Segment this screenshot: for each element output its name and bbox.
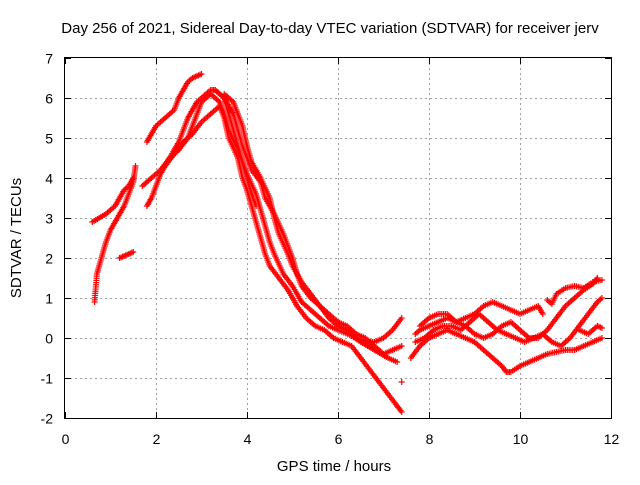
data-point xyxy=(130,175,137,181)
y-tick-label: 3 xyxy=(45,211,53,227)
y-tick-label: 1 xyxy=(45,291,53,307)
series-track-3 xyxy=(116,249,137,261)
data-points xyxy=(89,71,605,415)
data-point xyxy=(130,249,137,255)
data-point xyxy=(598,335,605,341)
y-tick-label: 2 xyxy=(45,251,53,267)
series-track-12 xyxy=(407,327,605,375)
series-track-7 xyxy=(162,103,405,415)
x-axis-label: GPS time / hours xyxy=(277,458,391,475)
x-tick-label: 0 xyxy=(62,431,70,447)
y-tick-label: 5 xyxy=(45,131,53,147)
series-track-10 xyxy=(398,379,405,385)
series-track-2 xyxy=(89,175,137,225)
series-track-14 xyxy=(416,275,601,341)
series-track-4 xyxy=(143,71,205,145)
x-tick-label: 8 xyxy=(426,431,434,447)
y-axis-label: SDTVAR / TECUs xyxy=(8,178,25,298)
chart-title: Day 256 of 2021, Sidereal Day-to-day VTE… xyxy=(61,20,599,37)
data-point xyxy=(198,71,205,77)
data-point xyxy=(398,315,405,321)
data-point xyxy=(398,379,405,385)
x-tick-label: 2 xyxy=(153,431,161,447)
axis-ticks xyxy=(65,58,612,419)
data-point xyxy=(598,295,605,301)
series-track-16 xyxy=(576,323,605,337)
data-point xyxy=(598,277,605,283)
plot-frame xyxy=(64,57,612,419)
y-tick-labels: -2 -1 0 1 2 3 4 5 6 7 xyxy=(41,51,54,427)
series-track-9 xyxy=(221,91,405,357)
series-track-15 xyxy=(544,277,605,307)
y-tick-label: 0 xyxy=(45,331,53,347)
x-tick-label: 4 xyxy=(244,431,252,447)
x-tick-label: 6 xyxy=(335,431,343,447)
y-tick-label: 7 xyxy=(45,51,53,67)
series-track-13 xyxy=(412,295,605,349)
data-point xyxy=(539,311,546,317)
y-tick-label: -1 xyxy=(41,371,54,387)
series-track-6 xyxy=(139,91,401,365)
data-point xyxy=(398,409,405,415)
y-tick-label: -2 xyxy=(41,411,54,427)
x-tick-labels: 0 2 4 6 8 10 12 xyxy=(62,431,620,447)
data-point xyxy=(398,343,405,349)
x-tick-label: 12 xyxy=(604,431,620,447)
y-tick-label: 4 xyxy=(45,171,53,187)
data-point xyxy=(598,325,605,331)
x-tick-label: 10 xyxy=(513,431,529,447)
data-point xyxy=(394,359,401,365)
data-point xyxy=(132,163,139,169)
y-tick-label: 6 xyxy=(45,91,53,107)
